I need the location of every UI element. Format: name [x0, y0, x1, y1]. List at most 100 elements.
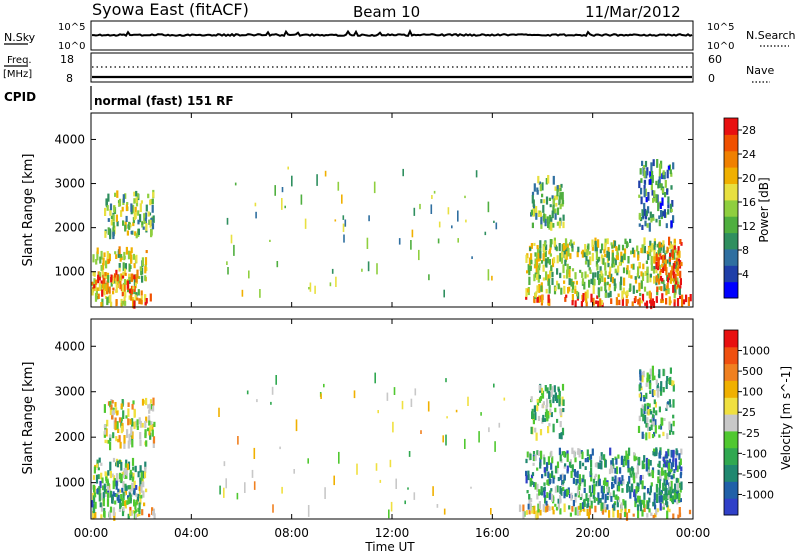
velocity-echo-cell	[677, 514, 680, 519]
power-echo-cell	[98, 276, 101, 281]
velocity-colorbar-swatch	[724, 363, 738, 381]
power-echo-cell	[640, 187, 643, 195]
velocity-colorbar-swatch	[724, 397, 738, 415]
nsky-top-tick: 10^5	[58, 22, 85, 33]
power-echo-cell	[560, 255, 564, 264]
velocity-echo-cell	[662, 463, 665, 468]
power-echo-cell	[674, 263, 677, 270]
power-echo-cell	[550, 221, 553, 231]
velocity-echo-cell	[295, 419, 298, 432]
nave-bottom-tick: 0	[708, 72, 715, 85]
velocity-echo-cell	[136, 493, 139, 502]
velocity-colorbar-swatch	[724, 481, 738, 499]
velocity-echo-cell	[569, 512, 572, 517]
power-echo-cell	[227, 267, 229, 275]
velocity-echo-cell	[528, 497, 531, 504]
velocity-echo-cell	[632, 467, 635, 475]
velocity-echo-cell	[478, 431, 480, 443]
power-echo-cell	[666, 188, 669, 195]
power-echo-cell	[121, 288, 124, 297]
velocity-echo-cell	[152, 405, 155, 412]
velocity-echo-cell	[143, 471, 147, 479]
velocity-echo-cell	[592, 478, 595, 484]
power-echo-cell	[586, 274, 589, 278]
velocity-echo-cell	[606, 486, 609, 493]
power-echo-cell	[673, 281, 676, 285]
power-echo-cell	[366, 237, 369, 249]
velocity-echo-cell	[647, 469, 650, 476]
power-echo-cell	[652, 217, 655, 221]
velocity-echo-cell	[611, 482, 614, 490]
velocity-echo-cell	[134, 465, 137, 473]
power-echo-cell	[596, 259, 600, 263]
power-echo-cell	[672, 246, 675, 253]
power-echo-cell	[130, 273, 133, 282]
velocity-echo-cell	[588, 505, 592, 515]
velocity-echo-cell	[544, 385, 547, 392]
velocity-echo-cell	[105, 428, 108, 437]
cpid-label: CPID	[4, 90, 36, 104]
power-echo-cell	[116, 190, 119, 198]
power-echo-cell	[570, 282, 573, 287]
velocity-echo-cell	[652, 501, 655, 507]
velocity-echo-cell	[558, 398, 561, 405]
velocity-echo-cell	[658, 460, 661, 468]
velocity-echo-cell	[100, 462, 103, 466]
power-echo-cell	[629, 238, 632, 243]
velocity-echo-cell	[559, 408, 562, 414]
velocity-echo-cell	[493, 383, 495, 388]
velocity-echo-cell	[307, 458, 309, 464]
velocity-echo-cell	[105, 476, 108, 481]
velocity-echo-cell	[614, 475, 617, 485]
power-echo-cell	[269, 239, 271, 242]
velocity-echo-cell	[128, 434, 131, 442]
velocity-echo-cell	[663, 481, 666, 486]
power-echo-cell	[682, 299, 686, 305]
power-echo-cell	[638, 223, 641, 227]
power-echo-cell	[668, 258, 671, 263]
power-echo-cell	[621, 290, 624, 300]
power-echo-cell	[641, 160, 644, 166]
velocity-echo-cell	[578, 474, 581, 483]
velocity-echo-cell	[535, 432, 538, 441]
power-echo-cell	[668, 296, 671, 306]
velocity-echo-cell	[643, 463, 646, 469]
power-echo-cell	[556, 268, 559, 275]
velocity-echo-cell	[639, 392, 643, 402]
power-echo-cell	[678, 250, 681, 258]
power-echo-cell	[109, 228, 112, 237]
power-colorbar-swatch	[724, 216, 738, 234]
power-colorbar-swatch	[724, 232, 738, 250]
power-echo-cell	[94, 292, 98, 302]
velocity-echo-cell	[533, 482, 536, 488]
power-echo-cell	[614, 258, 617, 266]
velocity-echo-cell	[669, 486, 672, 495]
velocity-echo-cell	[271, 386, 274, 395]
power-echo-cell	[655, 180, 658, 186]
power-echo-cell	[538, 275, 541, 279]
power-echo-cell	[633, 249, 636, 258]
velocity-echo-cell	[648, 432, 651, 439]
power-echo-cell	[534, 293, 537, 298]
velocity-echo-cell	[540, 450, 543, 460]
power-echo-cell	[104, 272, 107, 277]
power-echo-cell	[255, 211, 257, 219]
power-echo-cell	[475, 170, 478, 178]
power-echo-cell	[342, 215, 345, 220]
velocity-echo-cell	[615, 458, 618, 465]
velocity-echo-cell	[663, 459, 666, 467]
power-echo-cell	[649, 273, 652, 278]
velocity-echo-cell	[653, 499, 656, 506]
power-echo-cell	[658, 278, 661, 285]
power-echo-cell	[574, 289, 577, 294]
power-echo-cell	[618, 244, 621, 251]
velocity-echo-cell	[379, 479, 382, 483]
power-echo-cell	[563, 250, 566, 259]
power-echo-cell	[151, 223, 155, 230]
power-echo-cell	[117, 250, 120, 258]
power-echo-cell	[93, 278, 96, 287]
power-echo-cell	[106, 251, 109, 260]
power-echo-cell	[96, 295, 99, 300]
power-echo-cell	[530, 259, 533, 265]
